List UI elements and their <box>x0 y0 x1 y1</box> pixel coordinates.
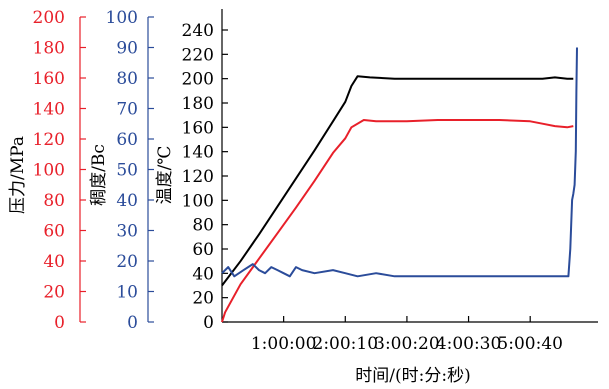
x-tick-label: 4:00:30 <box>436 334 502 354</box>
pressure-axis-label: 压力/MPa <box>8 136 28 214</box>
temperature-tick-label: 20 <box>192 289 214 309</box>
consistency-tick-label: 20 <box>116 252 138 272</box>
consistency-axis-label: 稠度/Bc <box>89 144 109 206</box>
consistency-axis: 0 10 20 30 40 50 60 70 80 90 100 <box>106 8 154 333</box>
series-layer <box>221 47 578 323</box>
pressure-tick-label: 40 <box>43 252 65 272</box>
consistency-tick-label: 100 <box>106 8 138 28</box>
temperature-tick-label: 160 <box>182 118 214 138</box>
temperature-axis-label: 温度/℃ <box>155 146 175 205</box>
temperature-tick-label: 180 <box>182 94 214 114</box>
consistency-tick-label: 60 <box>116 130 138 150</box>
pressure-tick-label: 20 <box>43 283 65 303</box>
pressure-tick-label: 180 <box>33 39 65 59</box>
consistency-tick-label: 70 <box>116 100 138 120</box>
temperature-tick-label: 140 <box>182 143 214 163</box>
temperature-tick-label: 240 <box>182 21 214 41</box>
pressure-tick-label: 160 <box>33 69 65 89</box>
temperature-tick-label: 80 <box>192 216 214 236</box>
pressure-tick-label: 140 <box>33 100 65 120</box>
consistency-tick-label: 90 <box>116 39 138 59</box>
consistency-tick-label: 0 <box>127 313 138 333</box>
temperature-axis: 0 20 40 60 80 100 120 140 160 180 200 220 240 <box>182 9 228 333</box>
temperature-tick-label: 220 <box>182 45 214 65</box>
pressure-tick-label: 200 <box>33 8 65 28</box>
x-tick-label: 1:00:00 <box>251 334 317 354</box>
pressure-axis: 0 20 40 60 80 100 120 140 160 180 200 <box>33 8 86 333</box>
pressure-tick-label: 120 <box>33 130 65 150</box>
consistency-tick-label: 50 <box>116 161 138 181</box>
pressure-tick-label: 100 <box>33 161 65 181</box>
x-tick-label: 3:00:20 <box>374 334 440 354</box>
x-axis: 1:00:002:00:103:00:204:00:305:00:40 <box>222 316 598 354</box>
temperature-tick-label: 200 <box>182 70 214 90</box>
temperature-tick-label: 60 <box>192 240 214 260</box>
temperature-tick-label: 120 <box>182 167 214 187</box>
consistency-tick-label: 80 <box>116 69 138 89</box>
consistency-tick-label: 10 <box>116 283 138 303</box>
pressure-tick-label: 60 <box>43 222 65 242</box>
x-tick-label: 2:00:10 <box>313 334 379 354</box>
temperature-tick-label: 0 <box>203 313 214 333</box>
series-line-2 <box>221 47 578 278</box>
series-line-0 <box>221 75 574 287</box>
pressure-tick-label: 80 <box>43 191 65 211</box>
consistency-tick-label: 30 <box>116 222 138 242</box>
x-tick-label: 5:00:40 <box>497 334 563 354</box>
temperature-tick-label: 100 <box>182 191 214 211</box>
x-axis-label: 时间/(时:分:秒) <box>355 366 470 386</box>
series-line-1 <box>221 119 574 323</box>
pressure-tick-label: 0 <box>54 313 65 333</box>
consistency-tick-label: 40 <box>116 191 138 211</box>
temperature-tick-label: 40 <box>192 264 214 284</box>
